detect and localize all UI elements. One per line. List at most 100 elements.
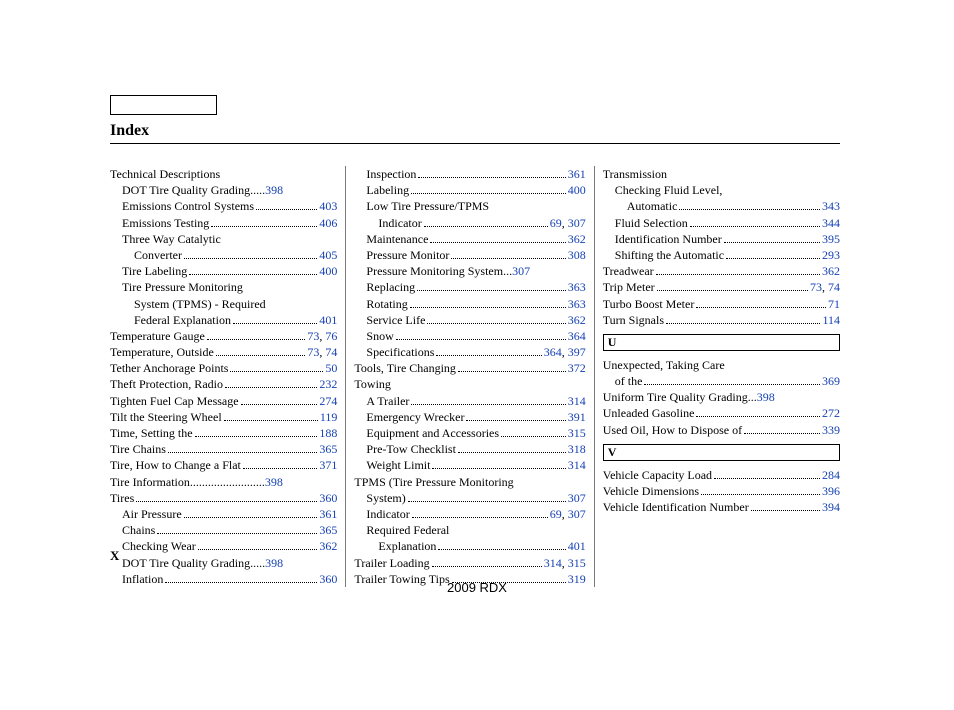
index-page-ref[interactable]: 73, 74: [307, 344, 337, 360]
index-page-ref[interactable]: 315: [568, 425, 586, 441]
index-page-ref[interactable]: 50: [325, 360, 337, 376]
index-page-ref[interactable]: 307: [568, 490, 586, 506]
index-page-ref[interactable]: 396: [822, 483, 840, 499]
leader-dots: [701, 484, 820, 495]
index-column-1: Technical DescriptionsDOT Tire Quality G…: [110, 166, 345, 587]
index-entry-text: Trailer Loading: [354, 555, 429, 571]
index-page-ref[interactable]: 314, 315: [544, 555, 586, 571]
index-page-ref[interactable]: 73, 74: [810, 279, 840, 295]
index-entry: Time, Setting the188: [110, 425, 337, 441]
index-entry: Treadwear362: [603, 263, 840, 279]
index-entry: Trailer Loading 314, 315: [354, 555, 585, 571]
index-entry: Emissions Testing406: [110, 215, 337, 231]
index-page-ref[interactable]: 114: [822, 312, 840, 328]
index-page-ref[interactable]: 360: [319, 490, 337, 506]
index-page-ref[interactable]: 314: [568, 393, 586, 409]
index-page-ref[interactable]: 395: [822, 231, 840, 247]
index-entry: Three Way Catalytic: [110, 231, 337, 247]
index-page-ref[interactable]: 119: [320, 409, 338, 425]
index-page-ref[interactable]: 344: [822, 215, 840, 231]
index-page-ref[interactable]: 369: [822, 373, 840, 389]
index-page-ref[interactable]: 307: [512, 263, 530, 279]
index-entry-text: Automatic: [627, 198, 678, 214]
dots-literal: ...: [503, 263, 512, 279]
index-page-ref[interactable]: 364, 397: [544, 344, 586, 360]
index-entry: A Trailer314: [354, 393, 585, 409]
index-entry: Indicator69, 307: [354, 215, 585, 231]
index-page-ref[interactable]: 391: [568, 409, 586, 425]
index-page-ref[interactable]: 363: [568, 279, 586, 295]
index-page-ref[interactable]: 403: [319, 198, 337, 214]
index-page-ref[interactable]: 398: [265, 182, 283, 198]
index-page-ref[interactable]: 274: [319, 393, 337, 409]
index-page-ref[interactable]: 232: [319, 376, 337, 392]
index-page-ref[interactable]: 401: [319, 312, 337, 328]
index-entry: Towing: [354, 376, 585, 392]
leader-dots: [644, 374, 820, 385]
index-page-ref[interactable]: 405: [319, 247, 337, 263]
index-page-ref[interactable]: 401: [568, 538, 586, 554]
index-page-ref[interactable]: 394: [822, 499, 840, 515]
index-entry-text: TPMS (Tire Pressure Monitoring: [354, 474, 513, 490]
index-entry: Tools, Tire Changing372: [354, 360, 585, 376]
index-page-ref[interactable]: 314: [568, 457, 586, 473]
index-entry-text: System (TPMS) ‐ Required: [134, 296, 266, 312]
leader-dots: [438, 540, 565, 551]
index-entry-text: Trip Meter: [603, 279, 655, 295]
leader-dots: [396, 329, 566, 340]
index-page-ref[interactable]: 284: [822, 467, 840, 483]
index-page-ref[interactable]: 71: [828, 296, 840, 312]
index-page-ref[interactable]: 343: [822, 198, 840, 214]
index-entry: Checking Fluid Level,: [603, 182, 840, 198]
index-entry-text: Service Life: [366, 312, 425, 328]
leader-dots: [656, 265, 820, 276]
index-entry-text: Three Way Catalytic: [122, 231, 221, 247]
index-page-ref[interactable]: 371: [319, 457, 337, 473]
index-page-ref[interactable]: 398: [757, 389, 775, 405]
leader-dots: [412, 507, 548, 518]
index-entry-text: Tighten Fuel Cap Message: [110, 393, 239, 409]
index-page-ref[interactable]: 73, 76: [307, 328, 337, 344]
index-page-ref[interactable]: 308: [568, 247, 586, 263]
index-page-ref[interactable]: 365: [319, 522, 337, 538]
index-page-ref[interactable]: 362: [822, 263, 840, 279]
index-page-ref[interactable]: 364: [568, 328, 586, 344]
index-page-ref[interactable]: 69, 307: [550, 215, 586, 231]
index-page-ref[interactable]: 406: [319, 215, 337, 231]
index-page-ref[interactable]: 272: [822, 405, 840, 421]
leader-dots: [430, 232, 565, 243]
index-page-ref[interactable]: 365: [319, 441, 337, 457]
index-page-ref[interactable]: 361: [568, 166, 586, 182]
index-page-ref[interactable]: 339: [822, 422, 840, 438]
index-page-ref[interactable]: 361: [319, 506, 337, 522]
leader-dots: [256, 200, 317, 211]
index-entry-text: Specifications: [366, 344, 434, 360]
index-entry: Explanation 401: [354, 538, 585, 554]
index-entry: Tires360: [110, 490, 337, 506]
index-entry: Emissions Control Systems403: [110, 198, 337, 214]
index-entry: Rotating363: [354, 296, 585, 312]
index-page-ref[interactable]: 362: [568, 312, 586, 328]
index-page-ref[interactable]: 362: [568, 231, 586, 247]
index-entry-text: Explanation: [378, 538, 436, 554]
index-page-ref[interactable]: 400: [319, 263, 337, 279]
index-entry: Uniform Tire Quality Grading ... 398: [603, 389, 840, 405]
index-page-ref[interactable]: 398: [265, 555, 283, 571]
index-column-2: Inspection361Labeling400Low Tire Pressur…: [345, 166, 593, 587]
index-page-ref[interactable]: 293: [822, 247, 840, 263]
index-page-ref[interactable]: 69, 307: [550, 506, 586, 522]
index-page-ref[interactable]: 400: [568, 182, 586, 198]
index-entry-text: Pressure Monitoring System: [366, 263, 503, 279]
index-entry: Shifting the Automatic293: [603, 247, 840, 263]
index-page-ref[interactable]: 363: [568, 296, 586, 312]
index-page-ref[interactable]: 188: [319, 425, 337, 441]
index-entry-text: Theft Protection, Radio: [110, 376, 223, 392]
leader-dots: [466, 410, 565, 421]
index-page-ref[interactable]: 372: [568, 360, 586, 376]
index-entry-text: Tire Information: [110, 474, 190, 490]
leader-dots: [679, 200, 820, 211]
index-page-ref[interactable]: 398: [265, 474, 283, 490]
index-page-ref[interactable]: 318: [568, 441, 586, 457]
index-entry: Checking Wear362: [110, 538, 337, 554]
index-page-ref[interactable]: 362: [319, 538, 337, 554]
